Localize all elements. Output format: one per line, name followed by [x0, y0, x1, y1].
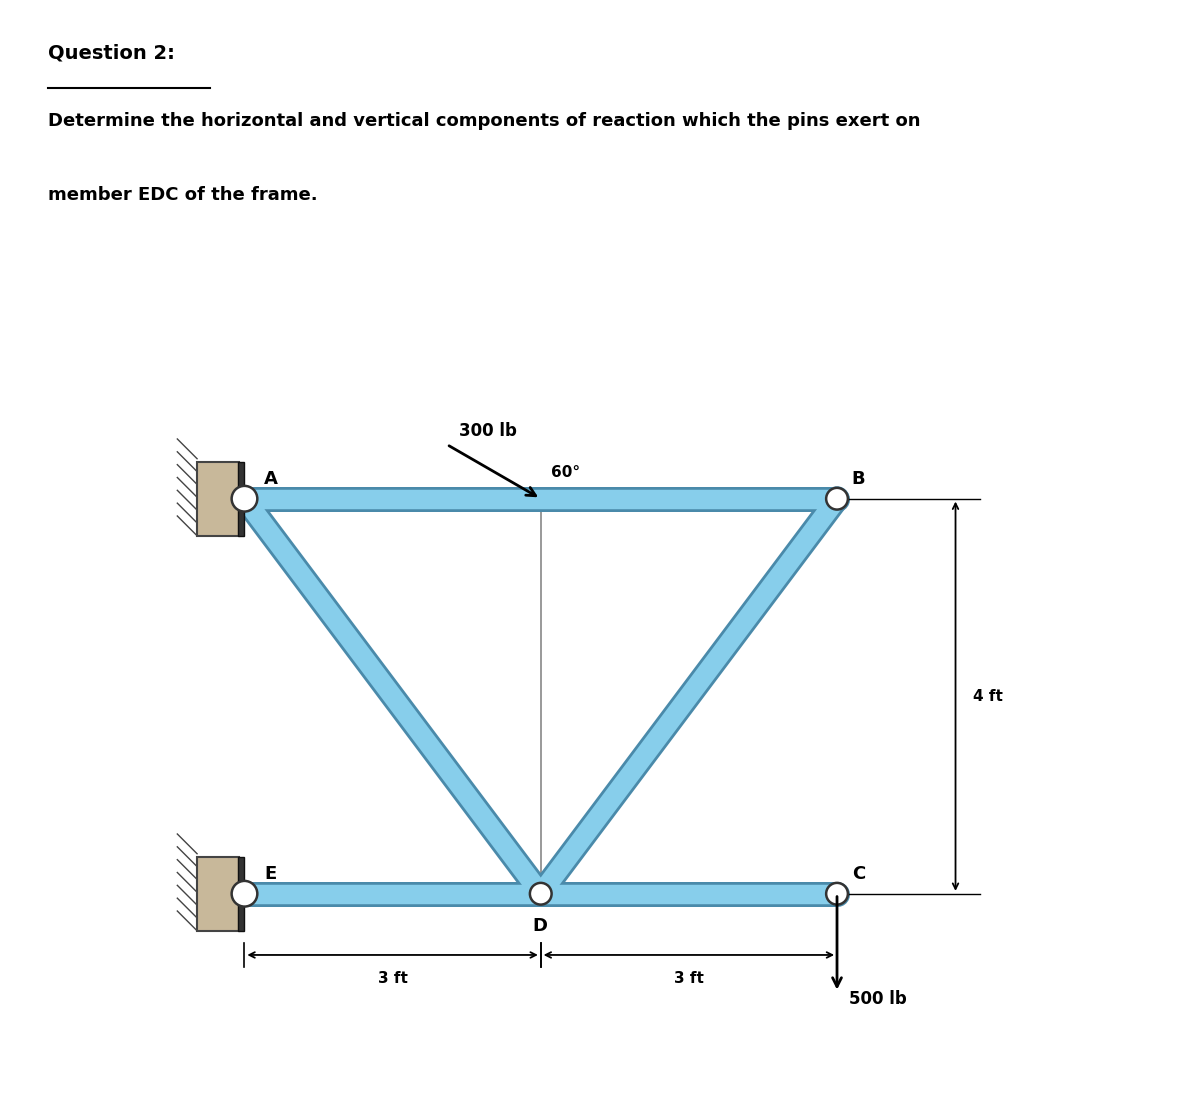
Text: 60°: 60° [551, 466, 580, 480]
Bar [197, 857, 239, 931]
Circle shape [826, 883, 848, 904]
Text: Determine the horizontal and vertical components of reaction which the pins exer: Determine the horizontal and vertical co… [48, 112, 920, 130]
Circle shape [232, 881, 257, 907]
Text: 3 ft: 3 ft [674, 971, 704, 985]
Text: B: B [852, 470, 865, 488]
Circle shape [826, 488, 848, 510]
Bar [238, 462, 245, 536]
Circle shape [232, 486, 257, 511]
Bar [238, 857, 245, 931]
Text: D: D [533, 918, 548, 935]
Circle shape [530, 883, 552, 904]
Text: Question 2:: Question 2: [48, 44, 175, 63]
Text: member EDC of the frame.: member EDC of the frame. [48, 186, 318, 203]
Text: 500 lb: 500 lb [848, 990, 907, 1009]
Text: A: A [264, 470, 278, 488]
Bar [197, 462, 239, 536]
Text: 4 ft: 4 ft [973, 689, 1003, 703]
Text: 3 ft: 3 ft [378, 971, 408, 985]
Text: 300 lb: 300 lb [458, 422, 516, 440]
Text: E: E [264, 865, 276, 883]
Text: C: C [852, 865, 865, 883]
